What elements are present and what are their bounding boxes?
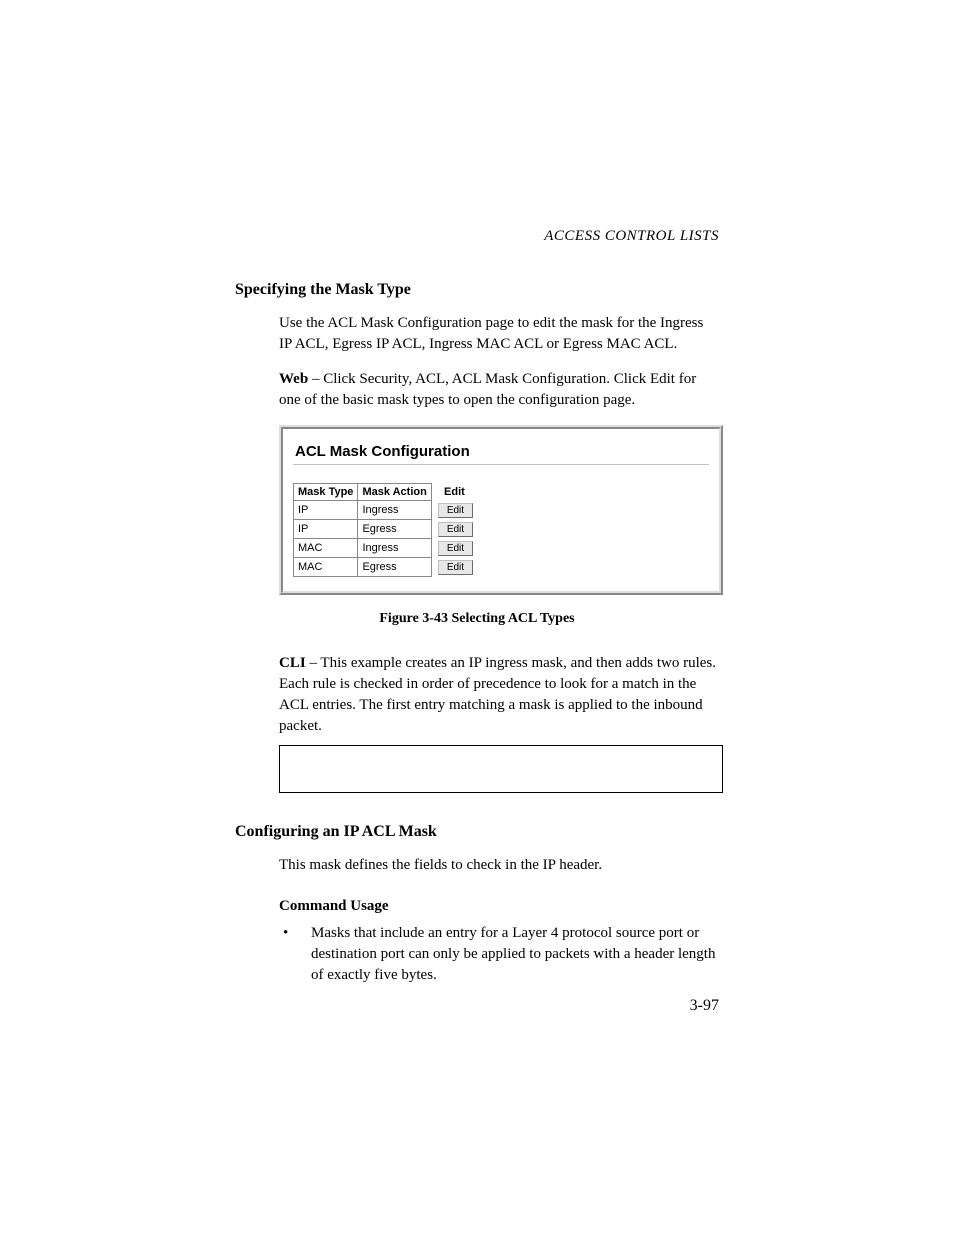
figure-caption: Figure 3-43 Selecting ACL Types	[235, 611, 719, 627]
table-row: MAC Ingress Edit	[294, 539, 478, 558]
section-heading-specifying: Specifying the Mask Type	[235, 281, 719, 299]
table-row: IP Ingress Edit	[294, 501, 478, 520]
para-mask-defines: This mask defines the fields to check in…	[279, 855, 719, 876]
mask-table: Mask Type Mask Action Edit IP Ingress Ed…	[293, 483, 478, 577]
running-head: ACCESS CONTROL LISTS	[544, 228, 719, 245]
cell-edit: Edit	[431, 520, 477, 539]
bullet-text: Masks that include an entry for a Layer …	[311, 923, 719, 986]
table-row: IP Egress Edit	[294, 520, 478, 539]
cli-code-box	[279, 745, 723, 793]
web-rest-text: – Click Security, ACL, ACL Mask Configur…	[279, 371, 696, 408]
page-number: 3-97	[690, 997, 719, 1015]
cli-lead-bold: CLI	[279, 655, 306, 671]
col-edit: Edit	[431, 484, 477, 501]
table-header-row: Mask Type Mask Action Edit	[294, 484, 478, 501]
page: ACCESS CONTROL LISTS Specifying the Mask…	[0, 0, 954, 1235]
col-mask-action: Mask Action	[358, 484, 431, 501]
bullet-item: • Masks that include an entry for a Laye…	[279, 923, 719, 986]
para-web-instructions: Web – Click Security, ACL, ACL Mask Conf…	[279, 369, 719, 411]
cell-mask-action: Ingress	[358, 501, 431, 520]
embedded-screenshot-inner: ACL Mask Configuration Mask Type Mask Ac…	[283, 429, 719, 591]
edit-button[interactable]: Edit	[438, 560, 473, 575]
cell-mask-type: IP	[294, 520, 358, 539]
cli-rest-text: – This example creates an IP ingress mas…	[279, 655, 716, 734]
section-heading-configuring: Configuring an IP ACL Mask	[235, 823, 719, 841]
command-usage-heading: Command Usage	[279, 898, 719, 915]
bullet-dot-icon: •	[279, 923, 311, 986]
cell-mask-action: Ingress	[358, 539, 431, 558]
cell-mask-action: Egress	[358, 558, 431, 577]
col-mask-type: Mask Type	[294, 484, 358, 501]
screenshot-divider	[293, 464, 709, 465]
para-use-acl-mask: Use the ACL Mask Configuration page to e…	[279, 313, 719, 355]
screenshot-title: ACL Mask Configuration	[295, 443, 709, 460]
edit-button[interactable]: Edit	[438, 522, 473, 537]
edit-button[interactable]: Edit	[438, 541, 473, 556]
cell-edit: Edit	[431, 501, 477, 520]
cell-edit: Edit	[431, 558, 477, 577]
cell-edit: Edit	[431, 539, 477, 558]
cell-mask-type: MAC	[294, 558, 358, 577]
cell-mask-type: MAC	[294, 539, 358, 558]
embedded-screenshot: ACL Mask Configuration Mask Type Mask Ac…	[279, 425, 723, 595]
para-cli-example: CLI – This example creates an IP ingress…	[279, 653, 719, 737]
cell-mask-action: Egress	[358, 520, 431, 539]
edit-button[interactable]: Edit	[438, 503, 473, 518]
table-row: MAC Egress Edit	[294, 558, 478, 577]
web-lead-bold: Web	[279, 371, 308, 387]
cell-mask-type: IP	[294, 501, 358, 520]
